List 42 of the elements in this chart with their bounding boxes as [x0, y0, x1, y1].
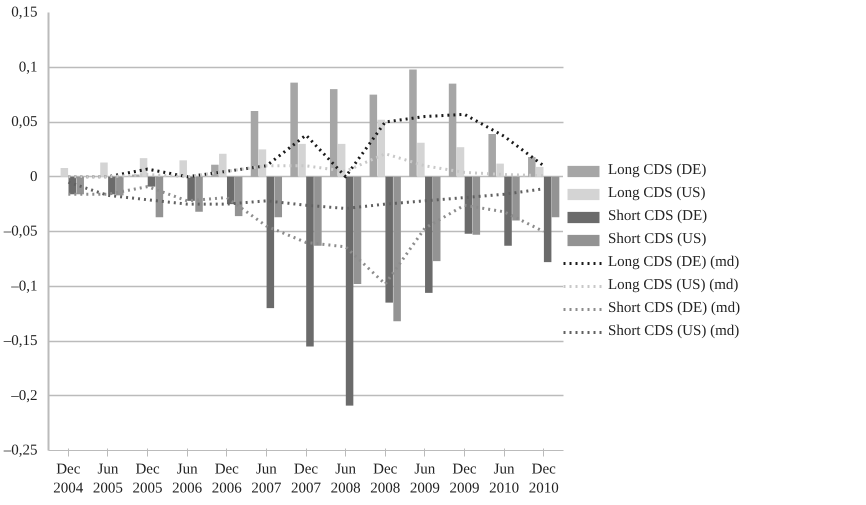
x-tick-label: Dec 2005 [132, 462, 163, 497]
bar [448, 84, 456, 177]
x-tick-label: Jun 2007 [251, 462, 282, 497]
y-tick-label: –0,05 [2, 224, 38, 240]
y-tick-label: 0,15 [11, 4, 38, 20]
legend-label: Long CDS (US) [608, 185, 706, 202]
x-tick-label: Dec 2009 [449, 462, 480, 497]
x-tick-label: Dec 2008 [370, 462, 400, 497]
bar [148, 176, 156, 187]
bar [409, 69, 417, 177]
bar [370, 94, 378, 177]
y-tick-label: 0 [30, 168, 38, 185]
y-tick-label: –0,25 [2, 442, 38, 458]
bar [250, 111, 258, 177]
bar [330, 89, 338, 177]
bar [552, 176, 560, 218]
x-tick-label: Jun 2008 [330, 462, 361, 497]
y-tick-label: –0,1 [10, 278, 38, 294]
x-tick-label: Jun 2005 [92, 462, 123, 497]
x-tick-label: Dec 2004 [53, 462, 84, 497]
bar [528, 157, 536, 177]
legend-label: Long CDS (US) (md) [608, 277, 738, 294]
bar [274, 176, 282, 218]
y-tick-label: –0,2 [10, 388, 38, 404]
bar [544, 176, 552, 262]
x-tick-label: Jun 2006 [172, 462, 203, 497]
x-tick-label: Dec 2006 [212, 462, 242, 497]
y-tick-label: 0,05 [11, 114, 38, 130]
legend-label: Short CDS (DE) (md) [608, 300, 740, 317]
legend-label: Short CDS (US) [608, 231, 706, 248]
y-tick-label: –0,15 [2, 333, 38, 349]
bar [488, 134, 496, 177]
legend-label: Short CDS (DE) [608, 208, 708, 225]
x-tick-label: Jun 2010 [489, 462, 520, 497]
legend-label: Short CDS (US) (md) [608, 323, 740, 340]
x-tick-label: Dec 2010 [528, 462, 559, 497]
y-tick-label: 0,1 [18, 59, 38, 76]
legend-label: Long CDS (DE) [608, 162, 706, 179]
x-tick-label: Jun 2009 [410, 462, 440, 497]
x-tick-label: Dec 2007 [291, 462, 322, 497]
bar [290, 82, 298, 177]
legend-label: Long CDS (DE) (md) [608, 254, 740, 271]
